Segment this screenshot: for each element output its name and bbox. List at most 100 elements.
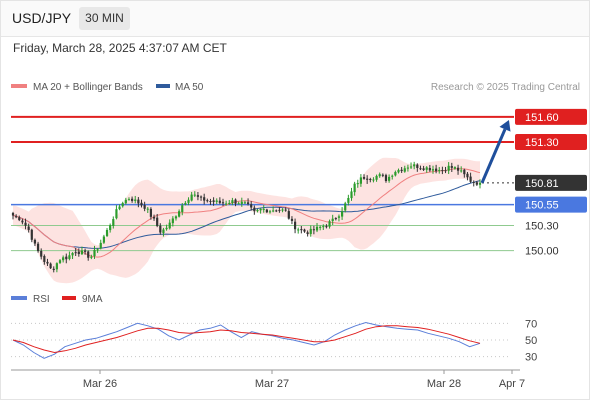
candle-body bbox=[435, 168, 438, 172]
candle-body bbox=[121, 203, 124, 207]
candle-body bbox=[159, 225, 162, 233]
candle-body bbox=[178, 211, 181, 217]
legend-ma50-label: MA 50 bbox=[175, 82, 204, 93]
candle-body bbox=[253, 207, 256, 212]
candle-body bbox=[350, 191, 353, 199]
candle-body bbox=[388, 176, 391, 181]
candle-body bbox=[165, 227, 168, 230]
candle-body bbox=[196, 195, 200, 197]
projection-arrow-head bbox=[499, 120, 511, 132]
candle-body bbox=[237, 203, 240, 205]
candle-body bbox=[475, 182, 478, 185]
level-tag-150.55 bbox=[515, 196, 587, 213]
candle-body bbox=[203, 197, 206, 201]
candle-body bbox=[33, 239, 37, 244]
bollinger-band bbox=[13, 157, 480, 284]
candle-body bbox=[68, 255, 71, 259]
candle-body bbox=[378, 174, 381, 177]
candle-body bbox=[74, 252, 77, 254]
candle-body bbox=[466, 173, 469, 178]
candle-body bbox=[416, 164, 419, 168]
candle-body bbox=[131, 198, 134, 201]
candle-body bbox=[187, 199, 190, 203]
candle-body bbox=[231, 200, 234, 204]
candle-body bbox=[218, 200, 221, 203]
candle-body bbox=[460, 170, 463, 172]
candle-body bbox=[30, 229, 33, 240]
candle-body bbox=[184, 202, 187, 205]
candle-body bbox=[225, 203, 228, 205]
candle-body bbox=[372, 179, 375, 181]
candle-body bbox=[444, 170, 447, 172]
candle-body bbox=[384, 175, 388, 181]
candle-body bbox=[36, 243, 40, 252]
watermark: Research © 2025 Trading Central bbox=[431, 82, 580, 93]
candle-body bbox=[259, 208, 262, 211]
candle-body bbox=[366, 178, 369, 180]
candle-body bbox=[353, 183, 356, 193]
candle-body bbox=[96, 249, 99, 251]
level-label: 151.30 bbox=[525, 137, 559, 149]
candle-body bbox=[134, 199, 137, 201]
candle-body bbox=[256, 210, 259, 212]
candle-body bbox=[152, 216, 156, 219]
candle-body bbox=[21, 220, 24, 223]
candle-body bbox=[431, 169, 435, 171]
legend-rsi-label: RSI bbox=[33, 294, 50, 305]
candle-body bbox=[250, 204, 253, 208]
candle-body bbox=[281, 209, 284, 211]
timeframe-button[interactable]: 30 MIN bbox=[79, 7, 130, 30]
candle-body bbox=[469, 176, 472, 182]
candle-body bbox=[400, 169, 403, 172]
candle-body bbox=[162, 229, 165, 234]
candle-body bbox=[344, 203, 347, 211]
candle-body bbox=[319, 226, 322, 228]
candle-body bbox=[190, 194, 193, 201]
candle-body bbox=[118, 206, 121, 210]
legend-ma20-label: MA 20 + Bollinger Bands bbox=[33, 82, 143, 93]
candle-body bbox=[43, 255, 46, 262]
x-tick-label: Mar 27 bbox=[255, 378, 289, 390]
candle-body bbox=[419, 168, 422, 170]
rsi-tick-label: 70 bbox=[525, 318, 537, 330]
candle-body bbox=[262, 208, 265, 210]
candle-body bbox=[11, 213, 15, 216]
x-tick-label: Mar 26 bbox=[83, 378, 117, 390]
candle-body bbox=[397, 169, 400, 173]
candle-body bbox=[174, 216, 178, 219]
candle-body bbox=[127, 199, 131, 201]
candle-body bbox=[325, 226, 328, 228]
candle-body bbox=[472, 181, 475, 183]
candle-body bbox=[102, 236, 105, 243]
candle-body bbox=[243, 202, 247, 204]
candle-body bbox=[215, 200, 218, 202]
chart-header: USD/JPY 30 MIN bbox=[0, 0, 590, 37]
candle-body bbox=[453, 167, 457, 169]
candle-body bbox=[331, 218, 334, 222]
candle-body bbox=[275, 210, 278, 212]
x-tick-label: Apr 7 bbox=[499, 378, 525, 390]
candle-body bbox=[99, 242, 102, 249]
candle-body bbox=[409, 166, 413, 168]
ma50-line bbox=[12, 180, 481, 249]
candle-body bbox=[340, 211, 344, 217]
candle-body bbox=[246, 202, 250, 204]
candle-body bbox=[425, 167, 428, 170]
candle-body bbox=[221, 202, 225, 204]
level-label: 150.00 bbox=[525, 246, 559, 258]
candle-body bbox=[463, 169, 466, 175]
candle-body bbox=[58, 260, 62, 263]
level-tag-151.30 bbox=[515, 133, 587, 150]
candle-body bbox=[322, 226, 325, 228]
candle-body bbox=[143, 205, 146, 209]
candle-body bbox=[77, 251, 80, 254]
candle-body bbox=[456, 167, 460, 171]
level-tag-150.81 bbox=[515, 174, 587, 191]
candle-body bbox=[146, 208, 149, 210]
candle-body bbox=[71, 252, 74, 256]
candle-body bbox=[171, 218, 174, 224]
candle-body bbox=[356, 183, 359, 185]
candle-body bbox=[124, 199, 127, 204]
level-label: 151.60 bbox=[525, 112, 559, 124]
candle-body bbox=[18, 217, 21, 221]
